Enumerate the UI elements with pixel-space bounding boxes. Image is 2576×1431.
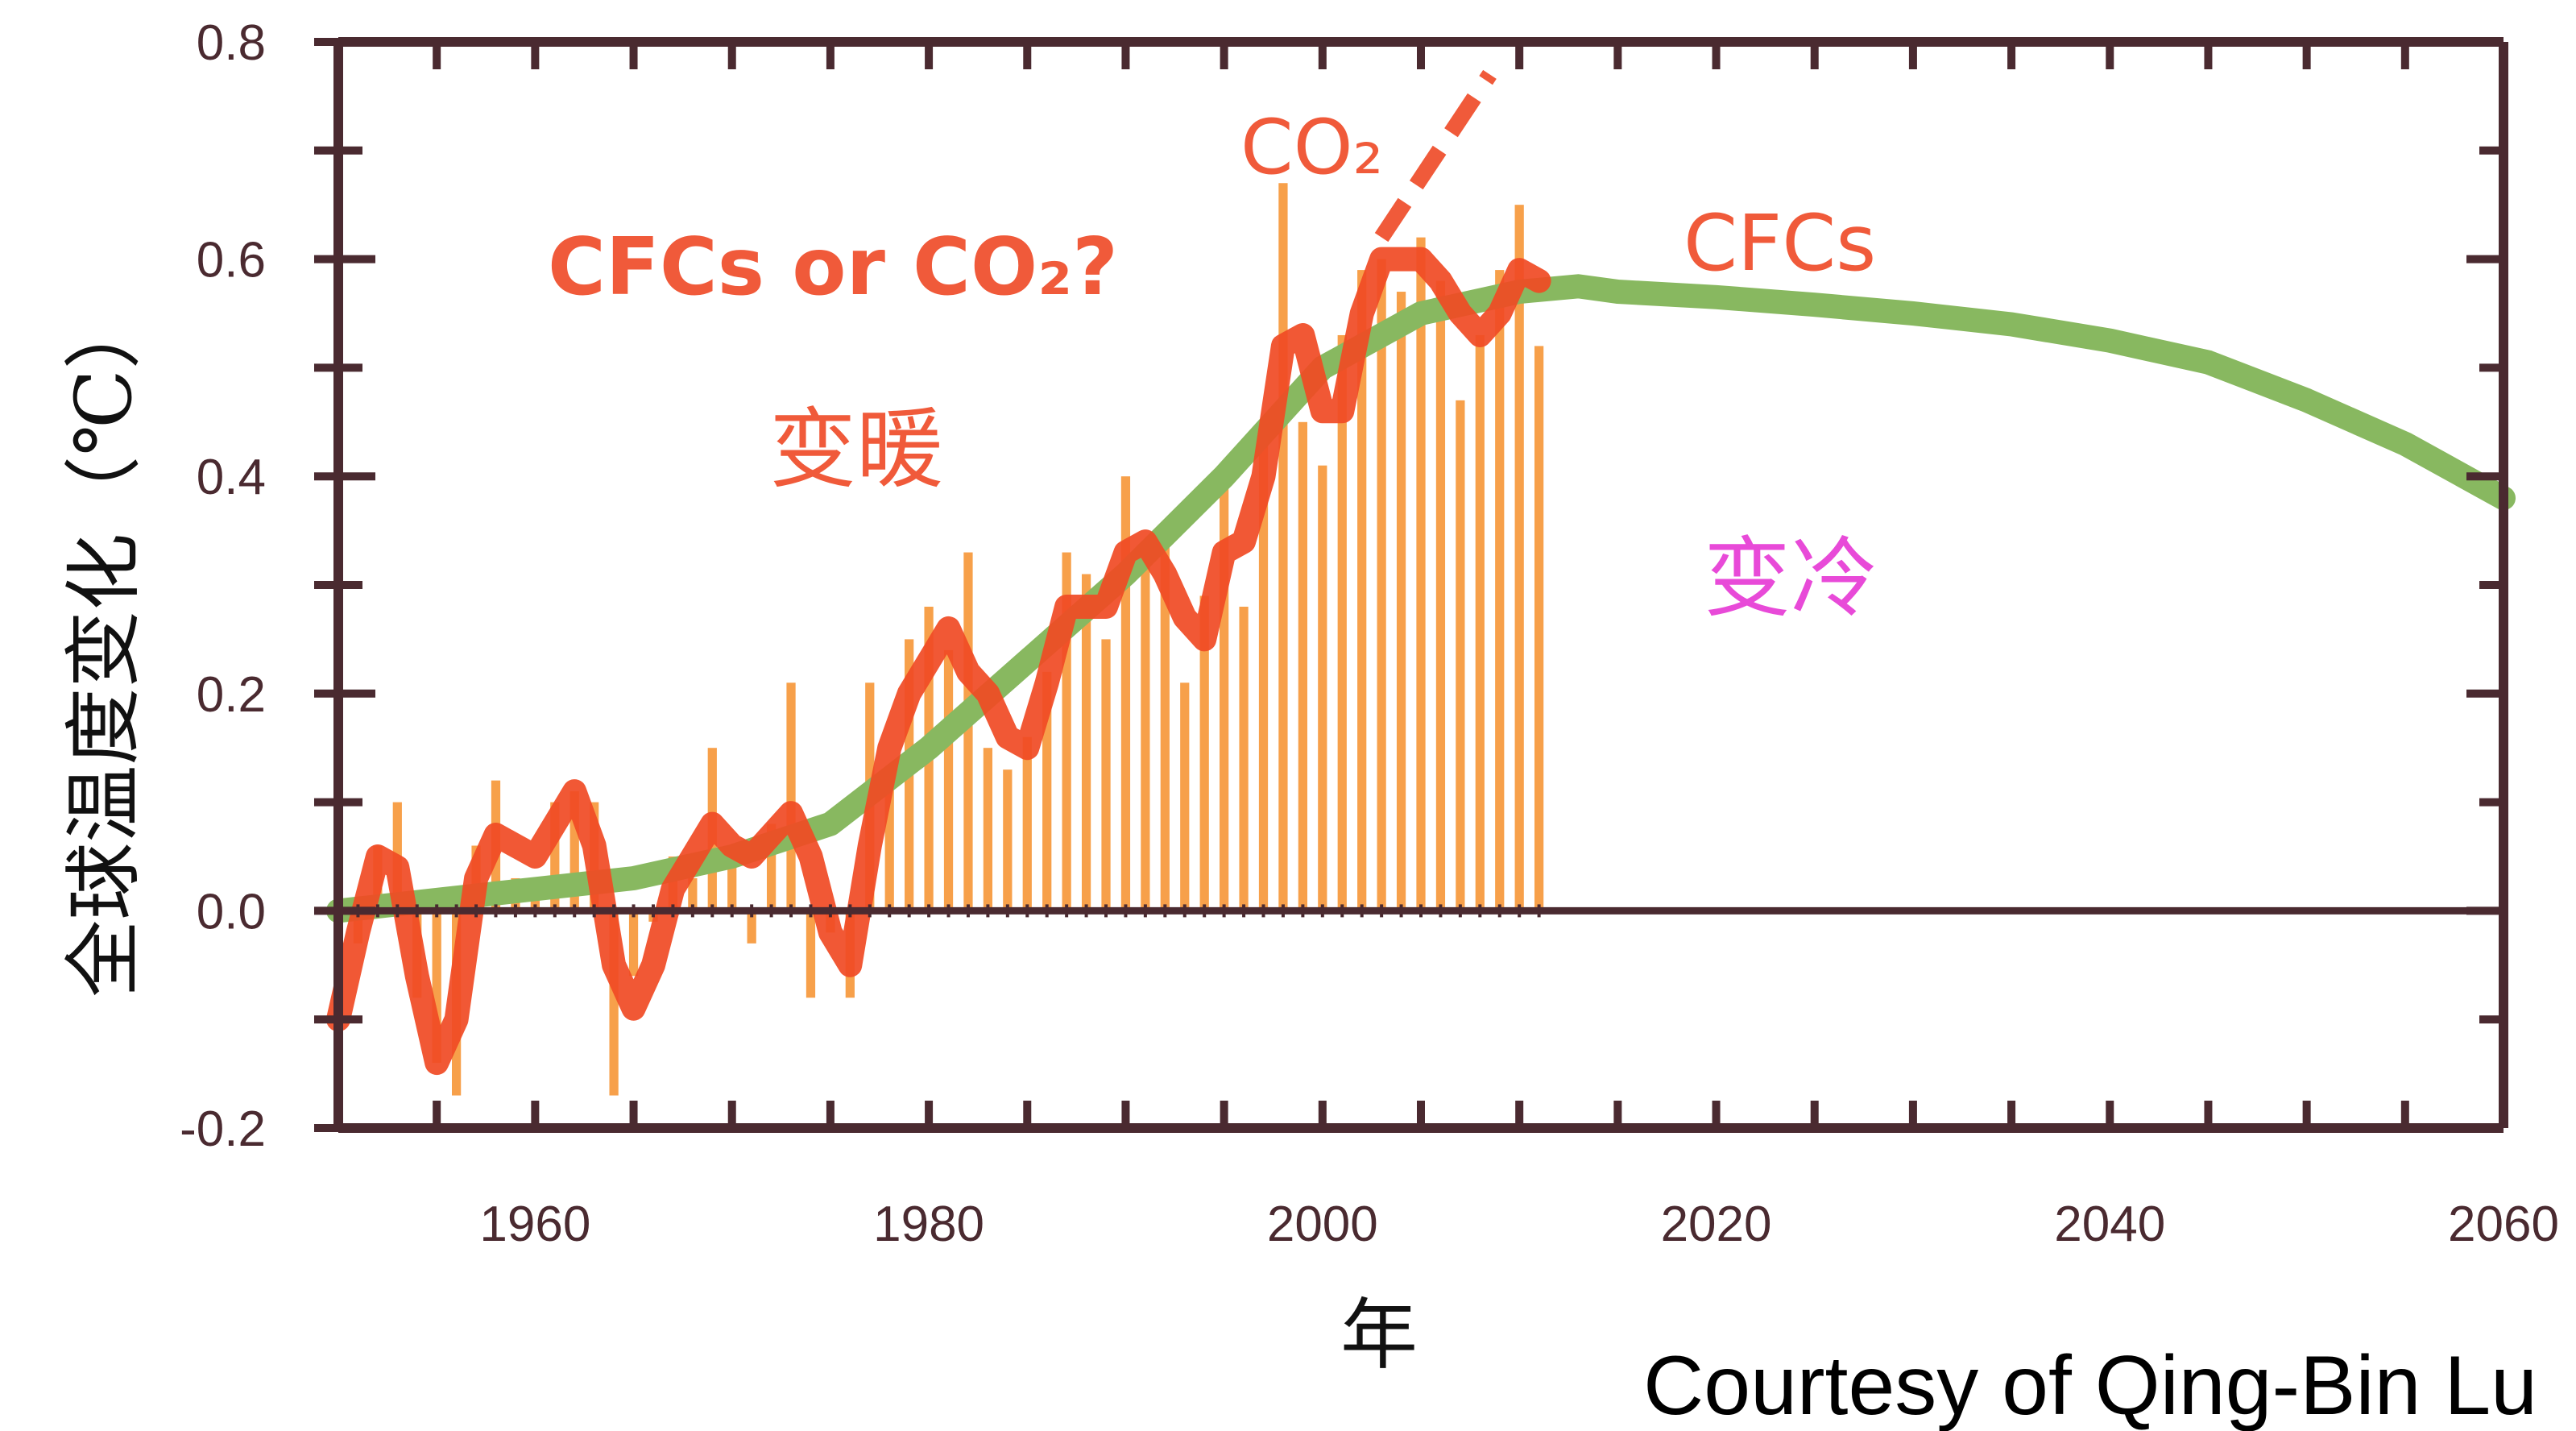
bar <box>1003 769 1013 911</box>
bar <box>727 845 737 911</box>
bar <box>1120 476 1131 911</box>
annotation-co2: CO₂ <box>1240 104 1383 192</box>
labels-layer: 1960 1980 2000 2020 2040 2060 0.8 0.6 0.4 0.2 0.0 -… <box>180 15 2559 1252</box>
bar <box>1495 270 1505 911</box>
bar <box>1416 237 1426 911</box>
bar <box>1022 736 1032 911</box>
x-tick-label: 2000 <box>1267 1197 1378 1252</box>
annotation-cfcs-or-co2: CFCs or CO₂? <box>548 222 1118 313</box>
co2-projection-line <box>1374 69 1497 243</box>
bar <box>1514 205 1524 911</box>
annotation-warming: 变暖 <box>769 400 943 500</box>
bar <box>688 877 698 911</box>
bar <box>1199 595 1209 911</box>
x-tick-label: 2040 <box>2054 1197 2165 1252</box>
bar <box>1435 280 1446 911</box>
bar <box>1258 421 1269 911</box>
y-tick-label: 0.0 <box>197 884 266 939</box>
bar <box>1534 346 1544 911</box>
bar <box>983 748 993 911</box>
y-tick-label: 0.2 <box>197 667 266 723</box>
bar <box>1180 682 1190 911</box>
bar <box>1456 400 1465 911</box>
bar <box>609 910 619 1096</box>
bar <box>943 649 954 911</box>
bar <box>1101 639 1111 911</box>
bar <box>1239 606 1249 911</box>
x-tick-label: 1960 <box>479 1197 590 1252</box>
y-tick-label: 0.6 <box>197 233 266 288</box>
annotation-cfcs: CFCs <box>1684 198 1876 288</box>
bar <box>1160 530 1170 911</box>
bar <box>786 682 796 911</box>
bar <box>1357 270 1367 911</box>
cfc-model-line <box>326 274 2516 923</box>
y-axis-title: 全球温度变化（℃） <box>59 292 149 997</box>
bar <box>884 769 894 911</box>
bar <box>1298 421 1308 911</box>
x-tick-label: 1980 <box>873 1197 984 1252</box>
x-tick-label: 2020 <box>1661 1197 1772 1252</box>
bar <box>628 910 639 977</box>
bar <box>550 802 560 911</box>
bar <box>1475 334 1485 911</box>
x-tick-label: 2060 <box>2448 1197 2559 1252</box>
bar <box>1377 259 1386 911</box>
bar <box>1396 292 1406 911</box>
x-axis-title: 年 <box>1340 1290 1418 1380</box>
lines-layer <box>326 69 2516 1076</box>
bar <box>747 910 756 944</box>
credit-text: Courtesy of Qing-Bin Lu <box>1643 1339 2537 1431</box>
bar <box>963 552 973 911</box>
bar <box>1220 476 1229 911</box>
axes-layer <box>314 37 2508 1133</box>
bar <box>1062 552 1071 911</box>
y-tick-label: 0.8 <box>197 15 266 71</box>
bar <box>766 823 777 911</box>
bar <box>569 791 579 911</box>
bar <box>1081 574 1091 911</box>
y-tick-label: 0.4 <box>197 450 266 505</box>
bar <box>1318 465 1327 911</box>
bar <box>1141 563 1150 911</box>
bar <box>1278 183 1288 911</box>
bar <box>806 910 816 998</box>
bar <box>1337 334 1347 911</box>
bar <box>432 910 441 1064</box>
bar <box>1042 671 1052 911</box>
annotation-cooling: 变冷 <box>1704 529 1878 629</box>
y-tick-label: -0.2 <box>180 1101 266 1157</box>
observed-smoothed-line <box>326 247 1551 1076</box>
